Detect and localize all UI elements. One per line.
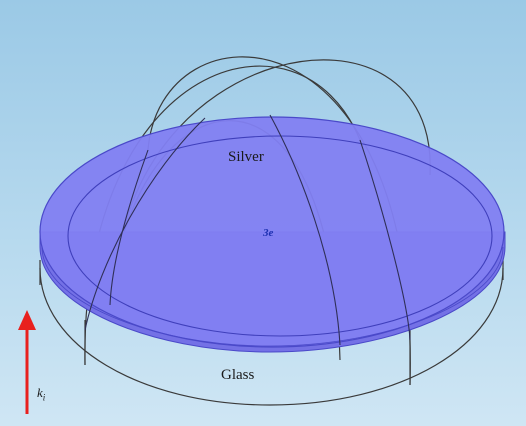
silver-label: Silver — [228, 149, 264, 165]
glass-label: Glass — [221, 367, 255, 383]
silver-disk — [39, 116, 506, 353]
wave-vector-label: ki — [37, 386, 45, 403]
wire-arc-front-4 — [84, 117, 206, 331]
center-marker-label: 3e — [263, 227, 274, 239]
wire-arc-front-3 — [269, 114, 341, 346]
wave-vector-subscript: i — [42, 392, 46, 403]
wire-arcs-front — [84, 114, 411, 346]
silver-disk-inner-ring — [67, 135, 493, 337]
silver-disk-top — [39, 116, 505, 348]
silver-disk-rim-line — [41, 246, 504, 347]
glass-bottom-rim — [39, 267, 504, 406]
wave-vector-symbol: k — [37, 385, 43, 400]
up-arrow-icon — [18, 310, 36, 414]
wire-arc-front-2 — [359, 139, 411, 341]
